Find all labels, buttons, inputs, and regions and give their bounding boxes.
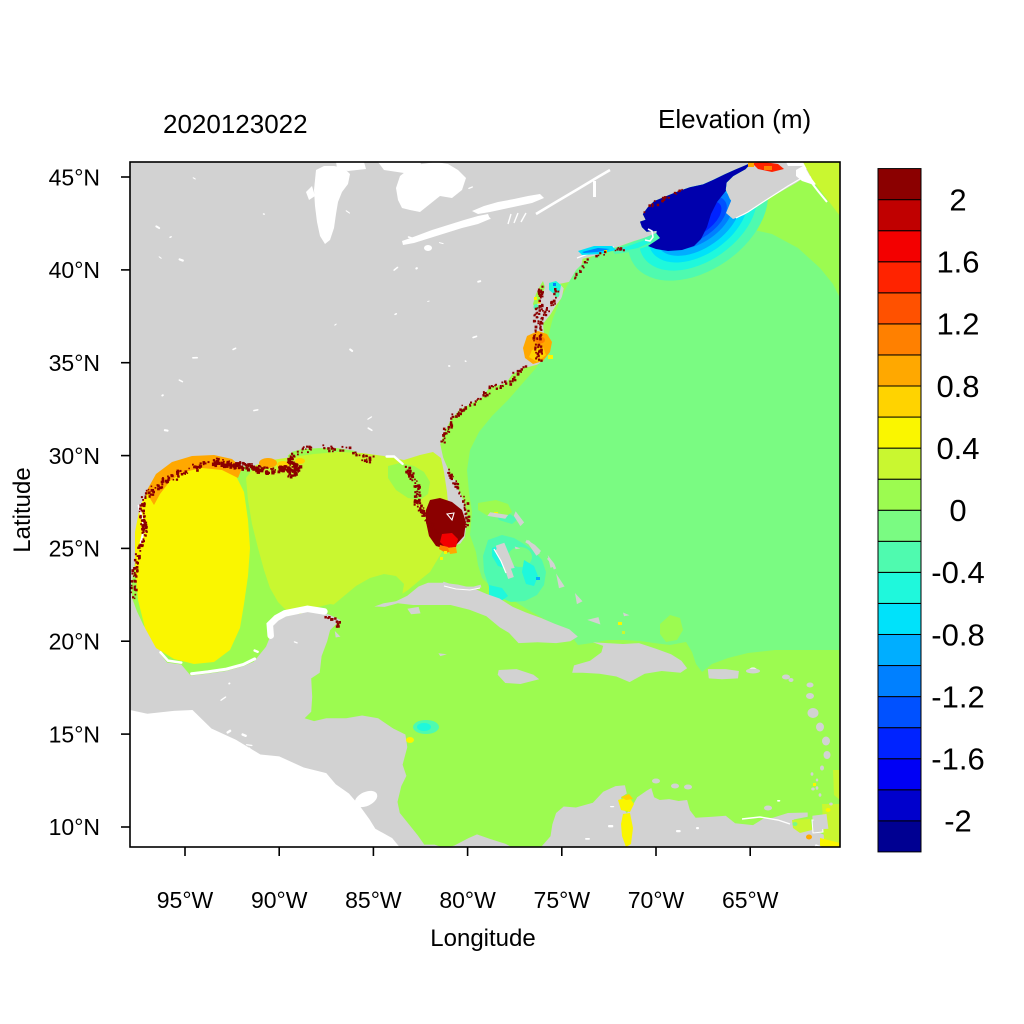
svg-text:25°N: 25°N bbox=[49, 536, 100, 562]
svg-text:-0.8: -0.8 bbox=[931, 617, 984, 652]
svg-text:80°W: 80°W bbox=[439, 887, 496, 913]
svg-text:0: 0 bbox=[949, 493, 966, 528]
svg-text:Longitude: Longitude bbox=[430, 925, 535, 952]
svg-text:90°W: 90°W bbox=[251, 887, 308, 913]
svg-text:75°W: 75°W bbox=[534, 887, 591, 913]
svg-text:0.4: 0.4 bbox=[936, 431, 979, 466]
svg-text:-1.2: -1.2 bbox=[931, 679, 984, 714]
svg-text:45°N: 45°N bbox=[49, 164, 100, 190]
svg-text:-0.4: -0.4 bbox=[931, 555, 984, 590]
svg-text:85°W: 85°W bbox=[345, 887, 402, 913]
svg-text:10°N: 10°N bbox=[49, 814, 100, 840]
svg-text:2: 2 bbox=[949, 182, 966, 217]
svg-text:15°N: 15°N bbox=[49, 721, 100, 747]
svg-text:20°N: 20°N bbox=[49, 629, 100, 655]
svg-text:1.2: 1.2 bbox=[936, 307, 979, 342]
svg-text:40°N: 40°N bbox=[49, 257, 100, 283]
svg-text:30°N: 30°N bbox=[49, 443, 100, 469]
svg-text:1.6: 1.6 bbox=[936, 245, 979, 280]
svg-text:Latitude: Latitude bbox=[9, 467, 36, 552]
svg-text:95°W: 95°W bbox=[157, 887, 214, 913]
svg-text:2020123022: 2020123022 bbox=[163, 109, 308, 139]
svg-text:-1.6: -1.6 bbox=[931, 742, 984, 777]
svg-text:65°W: 65°W bbox=[722, 887, 779, 913]
svg-text:35°N: 35°N bbox=[49, 350, 100, 376]
svg-text:70°W: 70°W bbox=[628, 887, 685, 913]
svg-text:0.8: 0.8 bbox=[936, 369, 979, 404]
svg-text:Elevation (m): Elevation (m) bbox=[658, 104, 811, 134]
svg-text:-2: -2 bbox=[944, 804, 972, 839]
